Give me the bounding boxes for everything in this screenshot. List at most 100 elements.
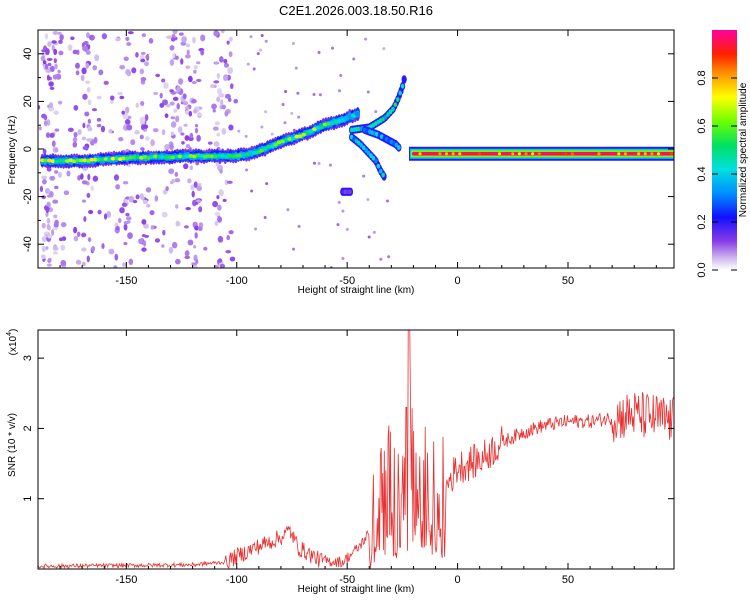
heatmap-branch-peak	[366, 150, 371, 156]
heatmap-noise-cell	[98, 69, 104, 76]
heatmap-track-peak	[350, 113, 356, 118]
heatmap-noise-cell	[48, 106, 55, 112]
heatmap-noise-cell	[317, 50, 321, 54]
heatmap-noise-cell	[82, 146, 89, 150]
heatmap-noise-cell	[161, 129, 166, 136]
heatmap-noise-cell	[135, 52, 139, 58]
heatmap-noise-cell	[96, 123, 102, 128]
heatmap-track-peak	[149, 155, 155, 159]
heatmap-noise-cell	[41, 222, 46, 229]
heatmap-noise-cell	[328, 163, 332, 167]
heatmap-noise-cell	[223, 74, 229, 81]
heatmap-noise-cell	[216, 72, 221, 79]
heatmap-noise-cell	[52, 74, 58, 80]
heatmap-noise-cell	[312, 92, 316, 96]
colorbar-tick-label: 0.4	[696, 166, 708, 181]
heatmap-noise-cell	[164, 113, 169, 119]
heatmap-noise-cell	[45, 132, 51, 138]
heatmap-noise-cell	[382, 47, 386, 51]
heatmap-noise-cell	[76, 231, 81, 237]
heatmap-noise-cell	[237, 129, 241, 133]
heatmap-noise-cell	[387, 255, 391, 259]
heatmap-noise-cell	[174, 258, 181, 265]
heatmap-noise-cell	[141, 219, 147, 225]
heatmap-noise-cell	[196, 61, 201, 65]
heatmap-track-peak	[163, 155, 169, 160]
heatmap-noise-cell	[254, 227, 258, 231]
heatmap-x-tick-label: 0	[455, 275, 461, 287]
heatmap-noise-cell	[169, 59, 175, 66]
heatmap-noise-cell	[142, 124, 149, 129]
flat-track-peak	[670, 152, 674, 156]
heatmap-track-peak	[195, 153, 201, 158]
heatmap-noise-cell	[297, 115, 301, 119]
colorbar-tick-label: 0.6	[696, 118, 708, 133]
heatmap-noise-cell	[135, 194, 140, 200]
heatmap-noise-cell	[180, 58, 184, 65]
snr-scale-exponent: 4	[6, 332, 13, 336]
heatmap-noise-cell	[48, 81, 54, 87]
heatmap-track-peak	[354, 112, 360, 116]
heatmap-noise-cell	[143, 223, 149, 229]
heatmap-noise-cell	[139, 68, 145, 75]
snr-x-tick-label: 50	[562, 574, 574, 586]
heatmap-noise-cell	[193, 65, 198, 70]
heatmap-track-peak	[287, 137, 293, 141]
heatmap-noise-cell	[366, 198, 370, 202]
heatmap-noise-cell	[119, 95, 125, 100]
heatmap-noise-cell	[100, 125, 106, 133]
heatmap-noise-cell	[217, 88, 222, 95]
heatmap-track-peak	[110, 156, 116, 161]
snr-frame	[37, 329, 675, 570]
heatmap-noise-cell	[198, 206, 203, 213]
heatmap-noise-cell	[183, 123, 188, 127]
heatmap-track-peak	[131, 155, 137, 160]
flat-track-peak	[564, 152, 568, 156]
heatmap-noise-cell	[184, 135, 190, 141]
heatmap-noise-cell	[185, 143, 191, 149]
heatmap-noise-cell	[264, 39, 268, 43]
heatmap-noise-cell	[54, 185, 59, 190]
heatmap-noise-cell	[189, 165, 193, 171]
heatmap-noise-cell	[163, 82, 169, 90]
heatmap-track-peak	[237, 153, 243, 158]
heatmap-noise-cell	[81, 261, 86, 267]
heatmap-x-tick-label: 50	[562, 275, 574, 287]
heatmap-noise-cell	[170, 121, 177, 128]
flat-track-peak	[431, 152, 435, 156]
heatmap-noise-cell	[140, 100, 145, 107]
heatmap-noise-cell	[229, 256, 236, 262]
heatmap-noise-cell	[224, 179, 229, 186]
heatmap-noise-cell	[92, 65, 98, 71]
flat-track-peak	[444, 152, 449, 156]
snr-x-axis-title: Height of straight line (km)	[298, 584, 415, 595]
heatmap-noise-cell	[135, 102, 139, 108]
heatmap-noise-cell	[144, 114, 149, 121]
heatmap-noise-cell	[339, 74, 343, 78]
heatmap-noise-cell	[119, 207, 125, 214]
flat-track-peak	[663, 152, 667, 156]
heatmap-noise-cell	[185, 65, 191, 70]
heatmap-noise-cell	[193, 69, 197, 74]
heatmap-noise-cell	[49, 175, 56, 181]
heatmap-branch-peak	[369, 153, 373, 159]
heatmap-noise-cell	[196, 185, 202, 192]
heatmap-noise-cell	[82, 93, 88, 100]
heatmap-noise-cell	[73, 226, 78, 234]
flat-track-peak	[643, 152, 647, 156]
flat-track-peak	[617, 152, 621, 156]
colorbar-tick-label: 0.2	[696, 214, 708, 229]
heatmap-noise-cell	[57, 31, 62, 35]
heatmap-noise-cell	[225, 250, 232, 254]
heatmap-track-peak	[262, 146, 268, 151]
heatmap-noise-cell	[93, 136, 98, 144]
heatmap-noise-cell	[72, 136, 78, 143]
heatmap-noise-cell	[82, 122, 86, 129]
heatmap-noise-cell	[81, 67, 87, 75]
heatmap-noise-cell	[128, 258, 134, 266]
heatmap-noise-cell	[125, 69, 131, 76]
heatmap-noise-cell	[385, 199, 389, 203]
heatmap-noise-cell	[203, 246, 208, 251]
heatmap-noise-cell	[96, 95, 102, 100]
heatmap-noise-cell	[331, 46, 335, 50]
